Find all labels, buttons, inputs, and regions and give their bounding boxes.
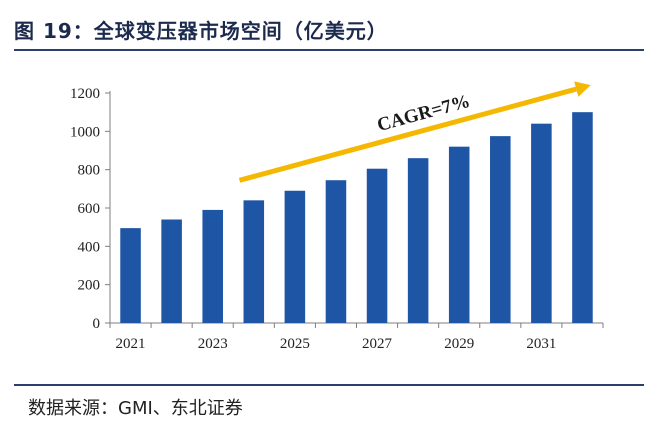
bar <box>284 190 306 323</box>
x-tick-label: 2031 <box>526 336 556 352</box>
bar <box>531 123 552 324</box>
cagr-arrow-shaft <box>238 86 577 183</box>
x-tick-label: 2025 <box>280 336 310 352</box>
title-bar: 图 19：全球变压器市场空间（亿美元） <box>14 11 644 51</box>
y-tick-label: 400 <box>78 239 101 255</box>
bar <box>448 146 470 323</box>
bar <box>366 168 388 323</box>
x-tick-label: 2027 <box>362 336 393 352</box>
x-tick-label: 2023 <box>198 336 228 352</box>
y-tick-label: 1200 <box>70 86 100 102</box>
y-tick-label: 600 <box>78 201 101 217</box>
x-tick-label: 2029 <box>444 336 474 352</box>
y-tick-label: 800 <box>78 163 101 179</box>
chart-title: 图 19：全球变压器市场空间（亿美元） <box>14 19 388 43</box>
source-note: 数据来源：GMI、东北证券 <box>28 398 243 419</box>
bar <box>490 136 511 323</box>
cagr-arrow-head <box>574 81 591 97</box>
bar <box>407 158 429 323</box>
x-tick-label: 2021 <box>116 336 146 352</box>
bar <box>325 180 347 323</box>
source-bar: 数据来源：GMI、东北证券 <box>14 384 644 424</box>
y-tick-label: 1000 <box>70 124 100 140</box>
bar <box>202 209 223 323</box>
bar <box>243 200 265 323</box>
bar <box>120 228 141 323</box>
y-tick-label: 200 <box>78 278 101 294</box>
bar <box>161 219 182 323</box>
bar <box>572 112 593 324</box>
y-tick-label: 0 <box>93 316 101 332</box>
